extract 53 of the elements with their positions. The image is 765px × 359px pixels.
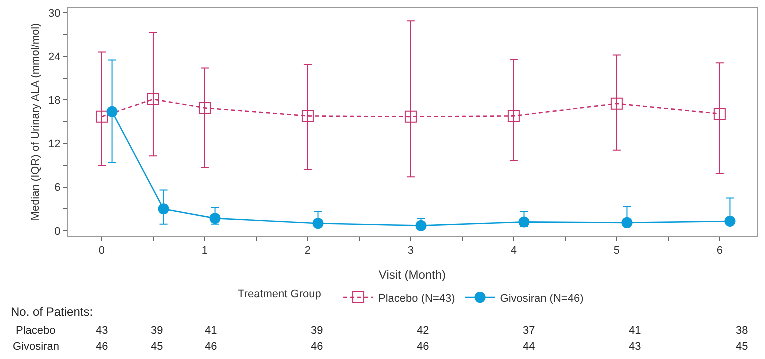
x-axis-title: Visit (Month) (378, 268, 446, 282)
text: Givosiran (13, 341, 60, 353)
y-tick-label: 30 (48, 8, 61, 20)
y-tick-label: 18 (48, 95, 61, 108)
legend-label: Placebo (N=43) (378, 292, 456, 305)
y-tick-label: 0 (54, 226, 61, 238)
point (210, 213, 221, 224)
text: 39 (151, 325, 164, 337)
point (404, 110, 417, 123)
text: 41 (629, 325, 642, 337)
point (518, 216, 530, 228)
point (96, 110, 108, 123)
y-axis-title: Median (IQR) of Urinary ALA (mmol/mol) (30, 23, 42, 221)
point (198, 102, 211, 114)
point (714, 108, 726, 120)
x-tick-label: 4 (510, 245, 518, 258)
point (302, 110, 314, 122)
text: 46 (311, 341, 324, 353)
point (312, 218, 324, 230)
legend-title: Treatment Group (238, 288, 331, 300)
text: No. of Patients: (11, 305, 94, 319)
x-tick-label: 6 (716, 245, 723, 258)
text: 37 (523, 325, 536, 337)
text: 42 (417, 325, 430, 337)
point (508, 110, 520, 122)
text: 43 (629, 341, 642, 353)
text: 46 (96, 341, 108, 353)
point (416, 220, 427, 232)
text: 39 (311, 325, 324, 337)
text: 44 (523, 341, 536, 353)
text: 46 (417, 341, 430, 353)
point (610, 98, 623, 110)
text: 45 (736, 341, 748, 353)
point (158, 204, 170, 215)
point (147, 93, 160, 106)
text: 46 (205, 341, 218, 353)
text: 41 (205, 325, 218, 337)
point (622, 217, 633, 228)
text: 45 (151, 341, 164, 353)
y-tick-label: 12 (48, 138, 61, 151)
legend-label: Givosiran (N=46) (500, 292, 584, 305)
x-tick-label: 5 (614, 245, 620, 258)
text: 38 (736, 325, 748, 337)
text: Placebo (16, 325, 56, 337)
y-tick-label: 6 (54, 182, 61, 194)
x-tick-label: 2 (304, 245, 312, 258)
x-tick-label: 0 (98, 245, 106, 258)
x-tick-label: 3 (408, 245, 414, 258)
text: 43 (96, 325, 108, 337)
y-tick-label: 24 (48, 52, 61, 64)
x-tick-label: 1 (202, 245, 208, 258)
point (106, 106, 118, 118)
point (724, 216, 736, 227)
